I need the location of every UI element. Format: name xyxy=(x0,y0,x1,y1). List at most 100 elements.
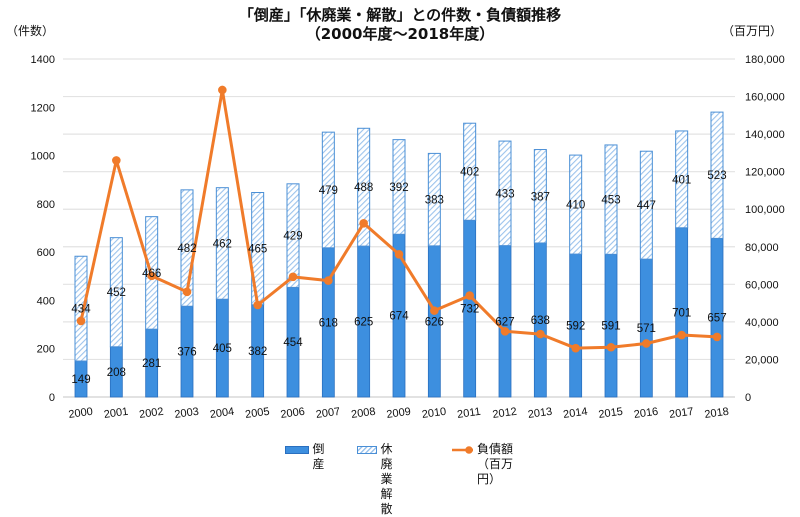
data-label-bankruptcy: 405 xyxy=(213,343,232,355)
x-axis-tick-label: 2007 xyxy=(315,406,341,421)
legend-label-debt: 負債額 （百万円） xyxy=(477,442,514,487)
line-debt-marker xyxy=(536,329,545,339)
data-label-closure: 447 xyxy=(637,200,656,212)
bar-closure xyxy=(533,149,547,244)
data-label-bankruptcy: 208 xyxy=(107,367,126,379)
line-debt-marker xyxy=(359,219,368,228)
data-label-closure: 462 xyxy=(213,238,232,250)
right-axis-unit: （百万円） xyxy=(722,24,783,38)
x-axis-tick-label: 2005 xyxy=(244,406,270,421)
bar-closure xyxy=(286,183,300,288)
data-label-bankruptcy: 281 xyxy=(142,358,161,370)
data-label-bankruptcy: 592 xyxy=(566,321,585,333)
legend-label-closure-line2: 解散 xyxy=(380,487,393,516)
data-label-closure: 452 xyxy=(107,287,126,299)
bar-closure xyxy=(463,122,477,221)
legend-swatch-solid xyxy=(285,446,309,454)
bar-closure xyxy=(392,139,406,235)
bar-closure xyxy=(604,144,618,255)
legend-item-debt: 負債額 （百万円） xyxy=(452,442,514,487)
bar-closure xyxy=(569,154,583,255)
line-debt-marker xyxy=(253,300,262,310)
right-axis-tick-label: 20,000 xyxy=(745,354,779,366)
legend-item-bankruptcy: 倒産 xyxy=(285,442,331,472)
line-debt-marker xyxy=(430,306,439,315)
data-label-bankruptcy: 701 xyxy=(672,307,691,319)
legend-swatch-line-marker xyxy=(452,446,473,454)
x-axis-tick-label: 2014 xyxy=(562,406,588,421)
legend-label-bankruptcy: 倒産 xyxy=(312,442,325,471)
data-label-bankruptcy: 149 xyxy=(71,374,90,386)
left-axis-tick-label: 0 xyxy=(49,392,55,404)
left-axis-tick-label: 1000 xyxy=(31,151,55,163)
legend-label-closure-line1: 休廃業 xyxy=(380,442,393,486)
bar-closure xyxy=(639,150,653,260)
bar-closure xyxy=(427,152,441,247)
data-label-closure: 402 xyxy=(460,167,479,179)
left-axis-tick-label: 800 xyxy=(37,199,55,211)
data-label-closure: 410 xyxy=(566,200,585,212)
x-axis-tick-label: 2003 xyxy=(174,406,200,421)
bar-closure xyxy=(321,131,335,249)
x-axis-tick-label: 2000 xyxy=(68,406,94,421)
left-axis-tick-label: 1200 xyxy=(31,102,55,114)
legend-label-debt-line2: （百万円） xyxy=(476,457,513,486)
data-label-bankruptcy: 376 xyxy=(177,347,196,359)
line-debt-marker xyxy=(218,85,227,95)
x-axis-tick-label: 2017 xyxy=(668,406,694,421)
data-label-closure: 387 xyxy=(531,191,550,203)
data-label-closure: 401 xyxy=(672,174,691,186)
data-label-bankruptcy: 674 xyxy=(389,311,409,323)
data-label-closure: 466 xyxy=(142,268,161,280)
line-debt-marker xyxy=(147,271,156,281)
right-axis-tick-label: 60,000 xyxy=(745,279,779,291)
x-axis-tick-label: 2006 xyxy=(280,406,306,421)
bar-closure xyxy=(357,127,371,247)
line-debt-marker xyxy=(465,291,474,300)
x-axis-tick-label: 2008 xyxy=(350,406,376,421)
line-debt-marker xyxy=(677,330,686,340)
line-debt-marker xyxy=(76,316,86,326)
data-label-closure: 383 xyxy=(425,195,444,207)
data-label-closure: 392 xyxy=(389,182,408,194)
data-label-closure: 434 xyxy=(71,304,91,316)
data-label-closure: 453 xyxy=(601,195,620,207)
line-debt-marker xyxy=(606,342,616,352)
legend-label-debt-line1: 負債額 xyxy=(476,442,513,456)
legend-swatch-hatched xyxy=(357,446,377,454)
left-axis-tick-label: 600 xyxy=(37,247,55,259)
line-debt-marker xyxy=(324,276,333,285)
x-axis-tick-label: 2002 xyxy=(138,406,164,421)
bar-closure xyxy=(498,140,512,247)
left-axis-unit: （件数） xyxy=(6,24,55,38)
x-axis-tick-label: 2013 xyxy=(527,406,553,421)
left-axis-tick-label: 200 xyxy=(37,344,55,356)
x-axis-tick-label: 2015 xyxy=(598,406,624,421)
x-axis-tick-label: 2012 xyxy=(492,406,518,421)
chart-canvas: 0 200 400 600 800 1000 1200 1400 0 20,000 40,000 6… xyxy=(31,54,785,421)
line-debt-marker xyxy=(394,249,404,259)
right-axis-tick-label: 80,000 xyxy=(745,242,779,254)
left-axis-tick-label: 1400 xyxy=(31,54,55,66)
data-label-closure: 479 xyxy=(319,185,338,197)
bar-closure xyxy=(675,130,689,229)
line-debt-marker xyxy=(642,339,651,348)
line-debt-marker xyxy=(182,287,192,297)
x-axis-tick-label: 2011 xyxy=(456,406,481,421)
right-axis-tick-label: 140,000 xyxy=(745,129,785,141)
right-axis-tick-label: 0 xyxy=(745,392,751,404)
line-debt-marker xyxy=(571,343,580,353)
legend-item-closure: 休廃業 解散 xyxy=(357,442,403,517)
data-label-bankruptcy: 657 xyxy=(707,313,726,325)
data-label-closure: 488 xyxy=(354,182,373,194)
bar-closure xyxy=(109,237,123,348)
data-label-bankruptcy: 638 xyxy=(531,315,550,327)
data-label-closure: 429 xyxy=(283,231,302,243)
data-label-bankruptcy: 626 xyxy=(425,316,444,328)
data-label-closure: 482 xyxy=(177,243,196,255)
bar-closure xyxy=(215,187,229,300)
data-label-bankruptcy: 618 xyxy=(319,317,338,329)
data-label-closure: 523 xyxy=(707,170,726,182)
bar-closure xyxy=(74,255,88,362)
x-axis-tick-label: 2010 xyxy=(421,406,447,421)
